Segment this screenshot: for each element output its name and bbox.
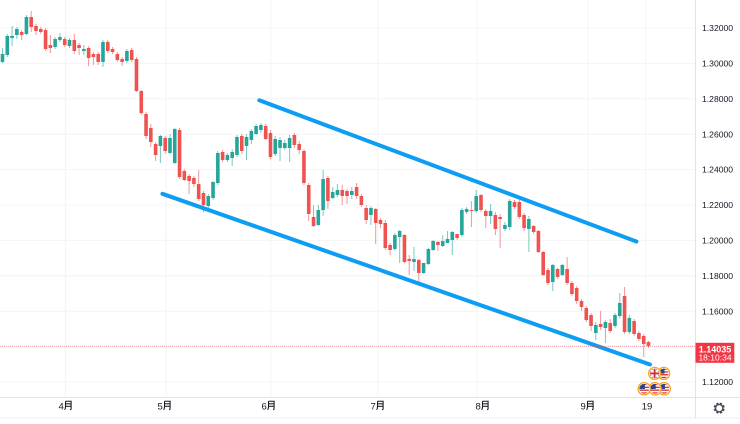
svg-text:5: 5 <box>158 401 163 412</box>
svg-text:9: 9 <box>581 401 586 412</box>
svg-text:1.18000: 1.18000 <box>702 271 733 281</box>
svg-text:19: 19 <box>642 401 653 412</box>
svg-text:18:10:34: 18:10:34 <box>698 353 731 363</box>
svg-text:4: 4 <box>59 401 64 412</box>
svg-text:1.24000: 1.24000 <box>702 165 733 175</box>
svg-text:1.16000: 1.16000 <box>702 306 733 316</box>
svg-text:6: 6 <box>262 401 267 412</box>
svg-text:8: 8 <box>476 401 481 412</box>
svg-text:1.32000: 1.32000 <box>702 23 733 33</box>
svg-text:1.12000: 1.12000 <box>702 377 733 387</box>
svg-text:7: 7 <box>371 401 376 412</box>
svg-text:1.22000: 1.22000 <box>702 200 733 210</box>
svg-text:1.28000: 1.28000 <box>702 94 733 104</box>
svg-text:1.26000: 1.26000 <box>702 129 733 139</box>
svg-text:1.14035: 1.14035 <box>699 344 732 354</box>
svg-text:1.20000: 1.20000 <box>702 236 733 246</box>
svg-text:1.30000: 1.30000 <box>702 59 733 69</box>
